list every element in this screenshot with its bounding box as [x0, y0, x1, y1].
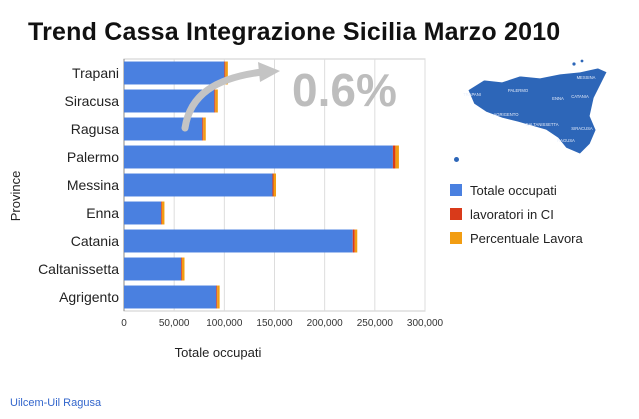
bar-segment [124, 145, 393, 169]
bar-segment [214, 89, 216, 113]
legend-item: Percentuale Lavora [450, 226, 583, 250]
bar-segment [202, 117, 204, 141]
y-category-label: Ragusa [71, 121, 119, 137]
y-category-label: Enna [86, 205, 119, 221]
x-tick-label: 100,000 [206, 318, 243, 329]
map-province-label: CATANIA [571, 94, 589, 99]
x-tick-label: 50,000 [159, 318, 190, 329]
island-dot [572, 62, 576, 66]
x-tick-label: 150,000 [256, 318, 293, 329]
bar-segment [225, 61, 228, 85]
footer-credit: Uilcem-Uil Ragusa [10, 397, 102, 409]
map-province-label: CALTANISSETTA [525, 122, 558, 127]
arrow-head-icon [258, 62, 280, 82]
bar-segment [217, 285, 220, 309]
bar-segment [161, 201, 165, 225]
legend-swatch [450, 232, 462, 244]
legend-swatch [450, 184, 462, 196]
bar-segment [124, 117, 203, 141]
curved-arrow-icon [181, 68, 266, 132]
bar-segment [124, 229, 353, 253]
bar-segment [203, 117, 206, 141]
y-category-label: Caltanissetta [38, 261, 119, 277]
bar-segment [215, 89, 218, 113]
island-dot [580, 59, 584, 63]
bar-segment [273, 173, 277, 197]
legend: Totale occupati lavoratori in CI Percent… [450, 178, 583, 250]
legend-label: Totale occupati [470, 182, 557, 198]
bar-segment [272, 173, 274, 197]
bar-segment [124, 257, 182, 281]
bar-segment [181, 257, 185, 281]
sicily-shape [467, 67, 608, 155]
bar-segment [161, 201, 162, 225]
y-category-label: Trapani [72, 65, 119, 81]
map-province-label: RAGUSA [557, 138, 575, 143]
map-province-label: AGRIGENTO [493, 112, 519, 117]
legend-item: lavoratori in CI [450, 202, 583, 226]
legend-swatch [450, 208, 462, 220]
legend-label: Percentuale Lavora [470, 230, 583, 246]
map-province-label: PALERMO [508, 88, 529, 93]
map-province-label: TRAPANI [463, 92, 481, 97]
bar-segment [124, 173, 273, 197]
x-tick-label: 300,000 [407, 318, 444, 329]
bar-segment [352, 229, 355, 253]
bar-segment [392, 145, 396, 169]
bar-segment [124, 61, 225, 85]
x-axis-title: Totale occupati [175, 345, 262, 360]
y-category-label: Siracusa [65, 93, 120, 109]
y-category-label: Agrigento [59, 289, 119, 305]
bar-segment [395, 145, 399, 169]
y-category-label: Palermo [67, 149, 119, 165]
x-tick-label: 250,000 [357, 318, 394, 329]
x-tick-label: 200,000 [307, 318, 344, 329]
y-axis-title: Province [8, 171, 23, 222]
bar-segment [181, 257, 182, 281]
y-category-label: Messina [67, 177, 119, 193]
bar-segment [224, 61, 226, 85]
sicily-map: MESSINA PALERMO TRAPANI ENNA CATANIA AGRIGENT… [463, 59, 608, 155]
legend-label: lavoratori in CI [470, 206, 554, 222]
pantelleria-dot [454, 157, 459, 162]
annotation-percent: 0.6% [292, 64, 397, 116]
y-category-label: Catania [71, 233, 119, 249]
x-tick-label: 0 [121, 318, 127, 329]
map-province-label: SIRACUSA [571, 126, 593, 131]
bar-segment [124, 285, 217, 309]
map-province-label: ENNA [552, 96, 564, 101]
bar-segment [354, 229, 358, 253]
map-province-label: MESSINA [577, 75, 596, 80]
bar-segment [124, 201, 162, 225]
legend-item: Totale occupati [450, 178, 583, 202]
bar-segment [216, 285, 218, 309]
annotation: 0.6% [181, 62, 397, 132]
chart-title: Trend Cassa Integrazione Sicilia Marzo 2… [28, 18, 561, 46]
